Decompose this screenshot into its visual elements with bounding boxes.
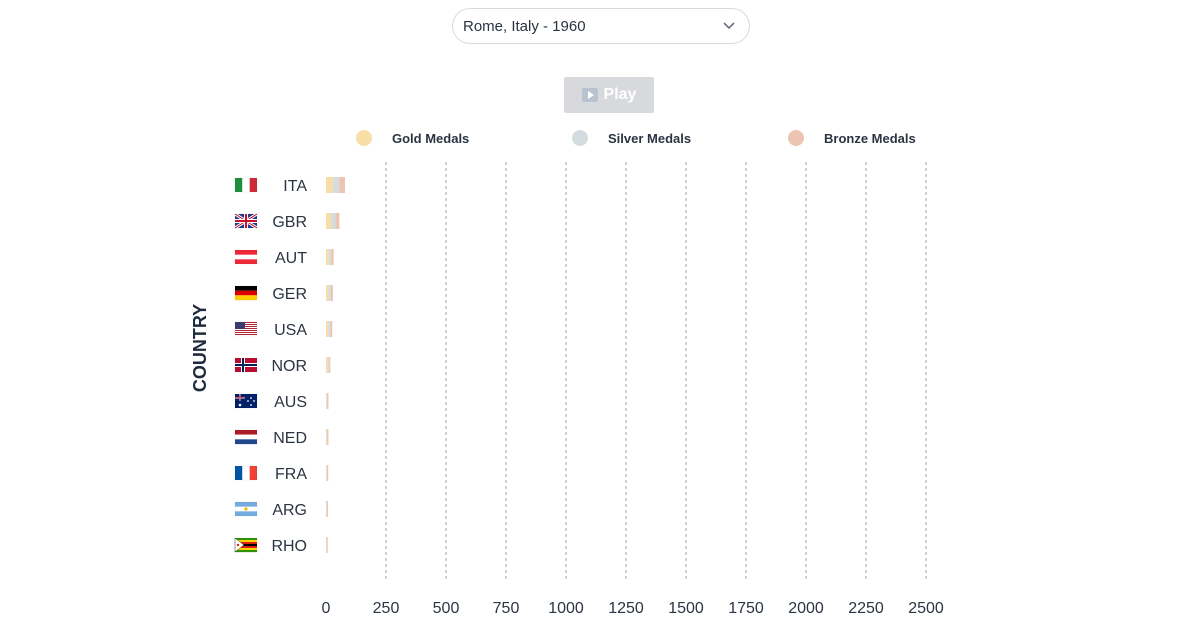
bar-gbr-bronze[interactable] [335,213,340,229]
x-tick-label-500: 500 [433,600,460,617]
chart-legend: Gold Medals Silver Medals Bronze Medals [0,130,1200,150]
country-flags [234,177,258,553]
x-tick-label-1000: 1000 [548,600,584,617]
legend-dot-silver [572,130,588,146]
bar-usa-bronze[interactable] [330,321,333,337]
play-button[interactable]: Play [564,77,654,113]
flag-australia-icon [234,393,258,409]
flag-rhodesia-icon [234,537,258,553]
flag-germany-icon [234,285,258,301]
x-tick-label-1500: 1500 [668,600,704,617]
bar-aus-gold[interactable] [326,393,327,409]
legend-item-bronze[interactable]: Bronze Medals [788,130,916,146]
country-label-ned: NED [273,430,307,447]
bar-ger-bronze[interactable] [330,285,333,301]
bar-ned-bronze[interactable] [327,429,329,445]
country-label-usa: USA [274,322,307,339]
country-label-aut: AUT [275,250,307,267]
x-tick-label-2000: 2000 [788,600,824,617]
bar-aus-silver[interactable] [326,393,328,409]
x-tick-label-250: 250 [373,600,400,617]
bar-gbr-silver[interactable] [331,213,336,229]
flag-uk-icon [234,212,258,230]
games-select-dropdown[interactable]: Rome, Italy - 1960 [452,8,750,44]
bar-usa-silver[interactable] [328,321,331,337]
play-icon [581,88,598,102]
legend-item-silver[interactable]: Silver Medals [572,130,691,146]
country-label-aus: AUS [274,394,307,411]
x-tick-label-2250: 2250 [848,600,884,617]
legend-dot-gold [356,130,372,146]
bar-aut-gold[interactable] [326,249,329,265]
bar-aut-silver[interactable] [328,249,332,265]
country-label-rho: RHO [271,538,307,555]
bars [326,177,345,553]
x-tick-label-1750: 1750 [728,600,764,617]
bar-aut-bronze[interactable] [331,249,334,265]
flag-argentina-icon [234,501,258,517]
flag-italy-icon [234,177,258,193]
flag-austria-icon [234,249,258,265]
country-label-ger: GER [272,286,307,303]
country-labels: ITA GBR AUT GER USA NOR AUS NED FRA ARG RHO [271,178,307,555]
bar-ger-silver[interactable] [328,285,331,301]
bar-ita-gold[interactable] [326,177,334,193]
country-label-gbr: GBR [272,214,307,231]
x-tick-label-0: 0 [322,600,331,617]
legend-item-gold[interactable]: Gold Medals [356,130,469,146]
bar-ita-silver[interactable] [333,177,340,193]
bar-nor-bronze[interactable] [329,357,331,373]
bar-ger-gold[interactable] [326,285,329,301]
bar-ned-gold[interactable] [326,429,327,445]
x-tick-label-750: 750 [493,600,520,617]
play-button-label: Play [603,86,637,103]
bar-gbr-gold[interactable] [326,213,332,229]
country-label-ita: ITA [283,178,307,195]
legend-label-bronze: Bronze Medals [824,130,916,146]
flag-france-icon [234,465,258,481]
bar-ned-silver[interactable] [326,429,328,445]
x-axis-ticks: 0 250 500 750 1000 1250 1500 1750 2000 2250 2500 [322,600,944,617]
bar-fra-bronze[interactable] [327,465,329,481]
flag-usa-icon [234,321,258,337]
bar-usa-gold[interactable] [326,321,329,337]
legend-dot-bronze [788,130,804,146]
legend-label-silver: Silver Medals [608,130,692,146]
x-tick-label-2500: 2500 [908,600,944,617]
bar-nor-silver[interactable] [327,357,330,373]
bar-rho-bronze[interactable] [326,537,328,553]
flag-norway-icon [234,357,258,373]
x-tick-label-1250: 1250 [608,600,644,617]
country-label-arg: ARG [272,502,307,519]
flag-netherlands-icon [234,429,258,445]
grid-lines [385,162,927,580]
bar-ita-bronze[interactable] [339,177,345,193]
bar-fra-gold[interactable] [326,465,327,481]
chevron-down-icon [723,22,735,30]
country-label-nor: NOR [271,358,307,375]
legend-label-gold: Gold Medals [392,130,470,146]
country-label-fra: FRA [275,466,307,483]
bar-nor-gold[interactable] [326,357,328,373]
games-select-value: Rome, Italy - 1960 [463,17,586,35]
bar-arg-bronze[interactable] [326,501,328,517]
bar-aus-bronze[interactable] [327,393,329,409]
y-axis-title: COUNTRY [190,304,210,392]
